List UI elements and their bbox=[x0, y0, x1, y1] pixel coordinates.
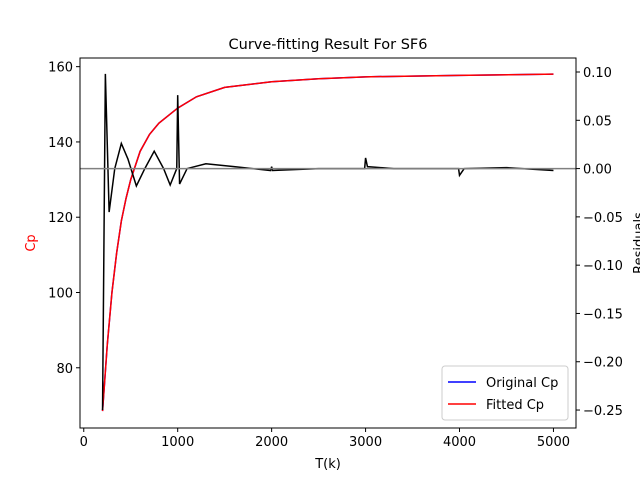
y2-tick-label: −0.25 bbox=[583, 404, 623, 419]
plot-frame bbox=[79, 57, 577, 429]
x-tick-label: 5000 bbox=[537, 435, 570, 450]
y2-tick-label: −0.10 bbox=[583, 259, 623, 274]
x-tick-label: 3000 bbox=[349, 435, 382, 450]
y2-tick-label: −0.20 bbox=[583, 356, 623, 371]
y-tick-label: 160 bbox=[48, 61, 73, 76]
y2-tick-label: 0.00 bbox=[583, 163, 612, 178]
series-line bbox=[101, 73, 554, 412]
series-line bbox=[101, 73, 554, 412]
legend-box bbox=[441, 365, 569, 421]
legend-label: Original Cp bbox=[486, 376, 558, 391]
y-tick-label: 120 bbox=[48, 211, 73, 226]
y-tick-label: 140 bbox=[48, 136, 73, 151]
residual-line bbox=[101, 73, 554, 411]
legend-label: Fitted Cp bbox=[486, 398, 544, 413]
y-tick-label: 80 bbox=[56, 362, 73, 377]
y2-tick-label: 0.10 bbox=[583, 66, 612, 81]
y2-axis-label: Residuals bbox=[632, 212, 640, 274]
y2-tick-label: 0.05 bbox=[583, 114, 612, 129]
chart-title: Curve-fitting Result For SF6 bbox=[229, 37, 428, 53]
x-tick-label: 0 bbox=[80, 435, 88, 450]
y2-tick-label: −0.15 bbox=[583, 307, 623, 322]
x-tick-label: 1000 bbox=[161, 435, 194, 450]
x-tick-label: 2000 bbox=[255, 435, 288, 450]
y-tick-label: 100 bbox=[48, 286, 73, 301]
y2-tick-label: −0.05 bbox=[583, 211, 623, 226]
x-axis-label: T(k) bbox=[314, 457, 341, 472]
y-axis-label: Cp bbox=[24, 234, 39, 251]
x-tick-label: 4000 bbox=[443, 435, 476, 450]
